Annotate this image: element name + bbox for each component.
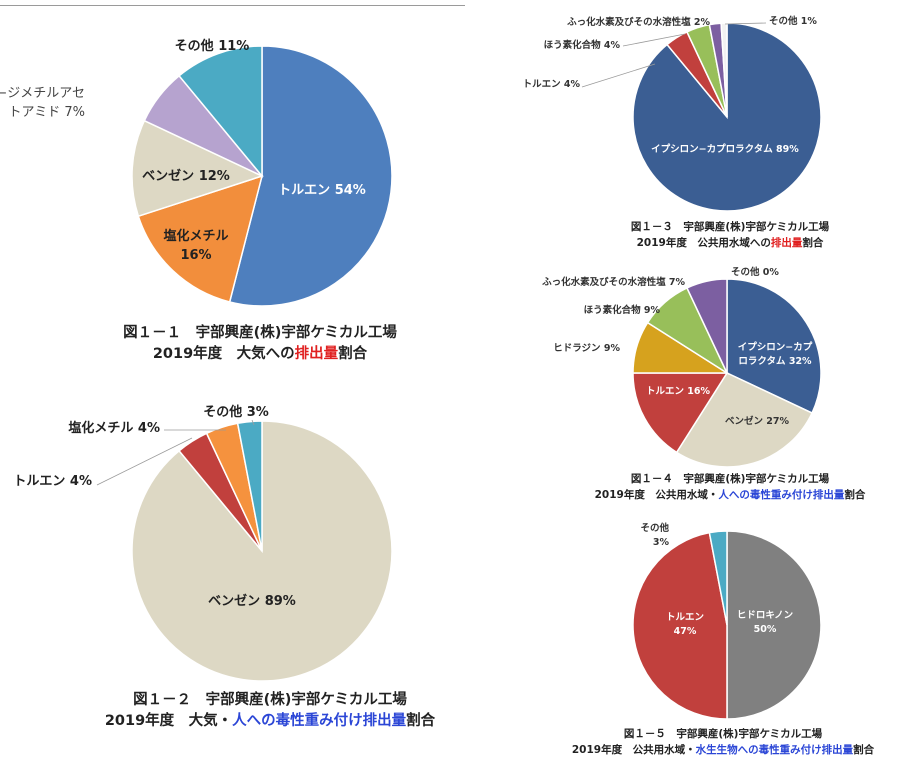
slice-label: トルエン 16%: [646, 386, 711, 397]
pie-slice: [726, 278, 822, 415]
slice-label: ヒドロキノン 50%: [737, 610, 793, 635]
slice-label: その他 1%: [769, 15, 817, 27]
slice-label: トルエン 54%: [278, 183, 366, 198]
slice-label: イプシロン−カプロラクタム 89%: [651, 143, 799, 155]
leader-line: [96, 437, 193, 486]
slice-label: 塩化メチル 4%: [68, 420, 160, 436]
caption-subtitle: 2019年度 公共用水域・人への毒性重み付け排出量割合: [594, 489, 866, 501]
slice-label: ほう素化合物 9%: [584, 304, 661, 316]
pie-slice: [131, 119, 265, 218]
slice-label: ベンゼン 89%: [208, 593, 296, 609]
slice-label: ほう素化合物 4%: [544, 39, 621, 51]
caption-title: 図１－４ 宇部興産(株)宇部ケミカル工場: [630, 473, 830, 485]
caption-title: 図１－２ 宇部興産(株)宇部ケミカル工場: [133, 692, 407, 708]
caption-title: 図１－３ 宇部興産(株)宇部ケミカル工場: [630, 221, 830, 233]
caption-subtitle: 2019年度 大気・人への毒性重み付け排出量割合: [104, 713, 436, 729]
slice-label: その他 3%: [203, 404, 269, 420]
figure-caption-1-5: 図１－５ 宇部興産(株)宇部ケミカル工場 2019年度 公共用水域・水生生物への…: [548, 726, 898, 758]
pie-slice: [720, 22, 728, 118]
slice-label: N, N−ジメチルアセトアミド 7%: [0, 86, 85, 120]
slice-label: トルエン 4%: [523, 79, 581, 90]
slice-label: イプシロン−カプロラクタム 32%: [738, 341, 813, 367]
slice-label: 塩化メチル 16%: [163, 228, 228, 263]
slice-label: ふっ化水素及びその水溶性塩 2%: [567, 16, 710, 28]
pie-slice: [632, 531, 728, 720]
slice-label: ベンゼン 12%: [142, 168, 230, 184]
caption-title: 図１－１ 宇部興産(株)宇部ケミカル工場: [123, 325, 397, 341]
leader-line: [251, 419, 255, 426]
slice-label: ふっ化水素及びその水溶性塩 7%: [542, 276, 685, 288]
slice-label: その他 0%: [731, 266, 779, 278]
caption-title: 図１－５ 宇部興産(株)宇部ケミカル工場: [623, 728, 823, 740]
pie-slice: [137, 174, 264, 303]
slice-label: ヒドラジン 9%: [553, 343, 620, 354]
caption-highlight: 排出量: [770, 237, 803, 249]
pie-chart-fig1-4: イプシロン−カプロラクタム 32% ベンゼン 27% トルエン 16% ヒドラジン 9…: [542, 266, 822, 468]
slice-label: ベンゼン 27%: [725, 415, 790, 427]
pie-chart-fig1-5: ヒドロキノン 50% トルエン 47% その他 3%: [632, 522, 822, 720]
leader-line: [724, 22, 767, 25]
slice-label: その他 11%: [175, 38, 250, 54]
pie-slice: [632, 372, 729, 454]
pie-slice: [178, 45, 263, 179]
pie-chart-fig1-2: ベンゼン 89% トルエン 4% 塩化メチル 4% その他 3%: [13, 404, 393, 682]
pie-slice: [675, 372, 814, 468]
caption-highlight: 人への毒性重み付け排出量: [232, 713, 407, 729]
leader-line: [581, 63, 656, 88]
caption-highlight: 排出量: [294, 346, 339, 362]
caption-subtitle: 2019年度 公共用水域・水生生物への毒性重み付け排出量割合: [571, 744, 875, 756]
pie-slice: [685, 278, 728, 374]
top-rule: [0, 5, 465, 6]
slice-label: トルエン 4%: [13, 474, 92, 489]
figure-caption-1-3: 図１－３ 宇部興産(株)宇部ケミカル工場 2019年度 公共用水域への排出量割合: [600, 219, 860, 251]
pie-slice: [708, 530, 728, 626]
caption-subtitle: 2019年度 公共用水域への排出量割合: [636, 237, 824, 249]
pie-slice: [228, 45, 393, 307]
figure-caption-1-4: 図１－４ 宇部興産(株)宇部ケミカル工場 2019年度 公共用水域・人への毒性重…: [560, 471, 900, 503]
pie-chart-fig1-3: イプシロン−カプロラクタム 89% トルエン 4% ほう素化合物 4% ふっ化水素及び…: [523, 15, 822, 212]
leader-line: [622, 33, 686, 47]
caption-highlight: 水生生物への毒性重み付け排出量: [695, 744, 854, 756]
pie-slice: [236, 420, 263, 552]
caption-subtitle: 2019年度 大気への排出量割合: [152, 346, 368, 362]
figure-caption-1-2: 図１－２ 宇部興産(株)宇部ケミカル工場 2019年度 大気・人への毒性重み付け…: [60, 690, 480, 732]
slice-label: トルエン 47%: [666, 612, 704, 637]
pie-slice: [726, 530, 822, 720]
caption-highlight: 人への毒性重み付け排出量: [718, 489, 845, 501]
figure-caption-1-1: 図１－１ 宇部興産(株)宇部ケミカル工場 2019年度 大気への排出量割合: [95, 323, 425, 365]
slice-label: その他 3%: [640, 522, 669, 548]
